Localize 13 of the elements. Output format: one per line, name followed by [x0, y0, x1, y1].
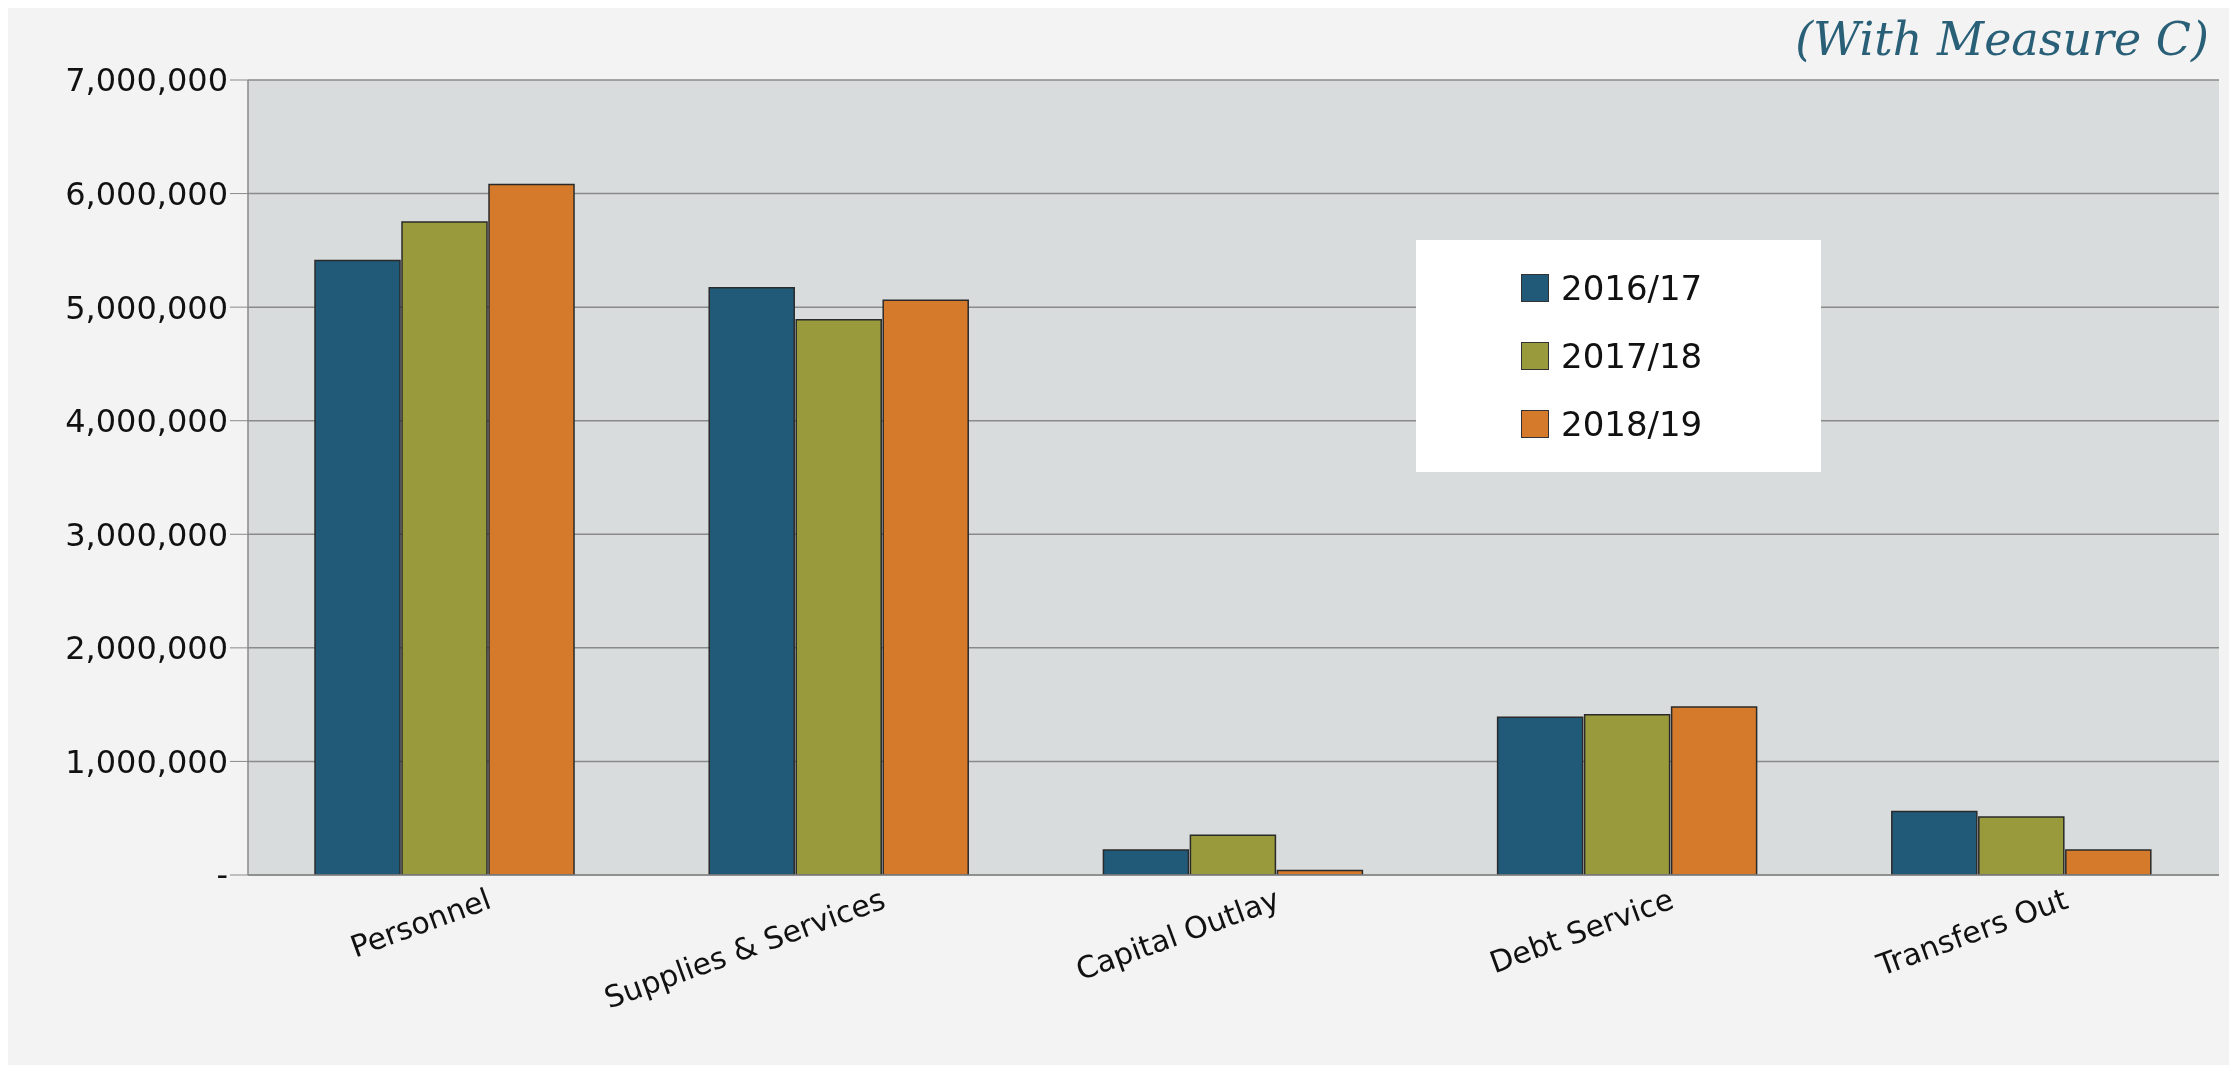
y-tick-label: -: [216, 856, 228, 895]
y-tick-label: 6,000,000: [65, 174, 228, 213]
legend-label: 2018/19: [1561, 404, 1703, 444]
y-tick-label: 1,000,000: [65, 742, 228, 781]
y-tick-label: 7,000,000: [65, 61, 228, 100]
legend-label: 2016/17: [1561, 268, 1703, 308]
y-tick-label: 3,000,000: [65, 515, 228, 554]
y-tick-label: 5,000,000: [65, 288, 228, 327]
legend-label: 2017/18: [1561, 336, 1703, 376]
y-tick-label: 2,000,000: [65, 629, 228, 668]
x-tick-label: Debt Service: [1484, 881, 1678, 981]
y-tick-label: 4,000,000: [65, 402, 228, 441]
chart-title: (With Measure C): [1795, 12, 2209, 66]
